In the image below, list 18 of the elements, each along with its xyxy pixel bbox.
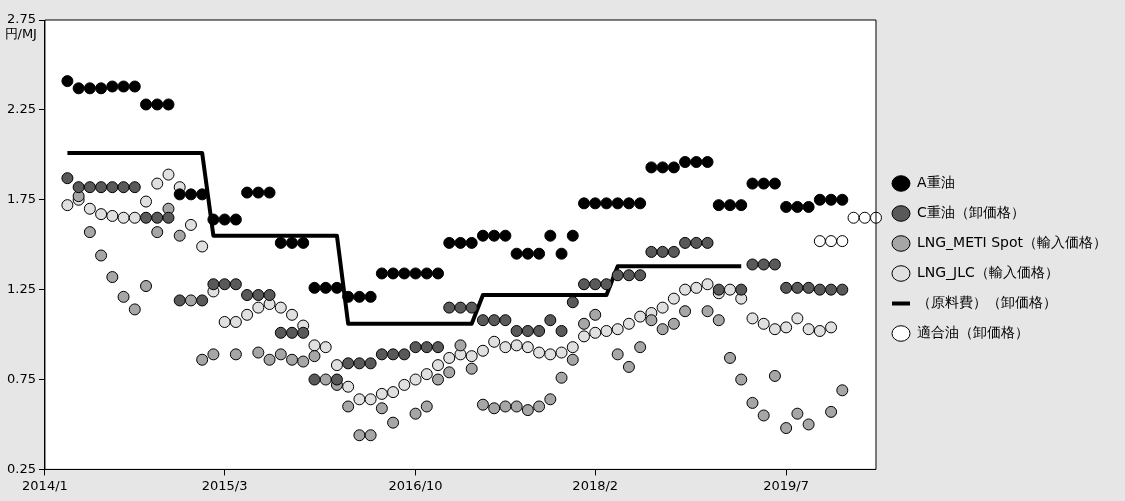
y-tick-label: 0.25 — [6, 460, 36, 476]
legend-label: 適合油（卸価格） — [917, 324, 1029, 341]
x-tick-label: 2015/3 — [201, 477, 248, 493]
legend-label: LNG_METI Spot（輸入価格） — [917, 234, 1108, 251]
y-tick-label: 1.75 — [6, 191, 36, 207]
legend-label: LNG_JLC（輸入価格） — [917, 264, 1059, 281]
y-tick-label: 0.75 — [6, 370, 36, 386]
y-tick-label: 2.75 — [6, 11, 36, 27]
legend-label: A重油 — [917, 174, 955, 191]
x-tick-label: 2019/7 — [763, 477, 810, 493]
x-tick-label: 2018/2 — [572, 477, 619, 493]
y-axis-title: 円/MJ — [4, 25, 37, 41]
x-tick-label: 2016/10 — [388, 477, 443, 493]
legend-label: （原料費）（卸価格） — [917, 294, 1057, 311]
y-tick-label: 1.25 — [6, 281, 36, 297]
legend-label: C重油（卸価格） — [917, 204, 1025, 221]
x-tick-label: 2014/1 — [22, 477, 68, 493]
y-tick-label: 2.25 — [6, 101, 36, 117]
